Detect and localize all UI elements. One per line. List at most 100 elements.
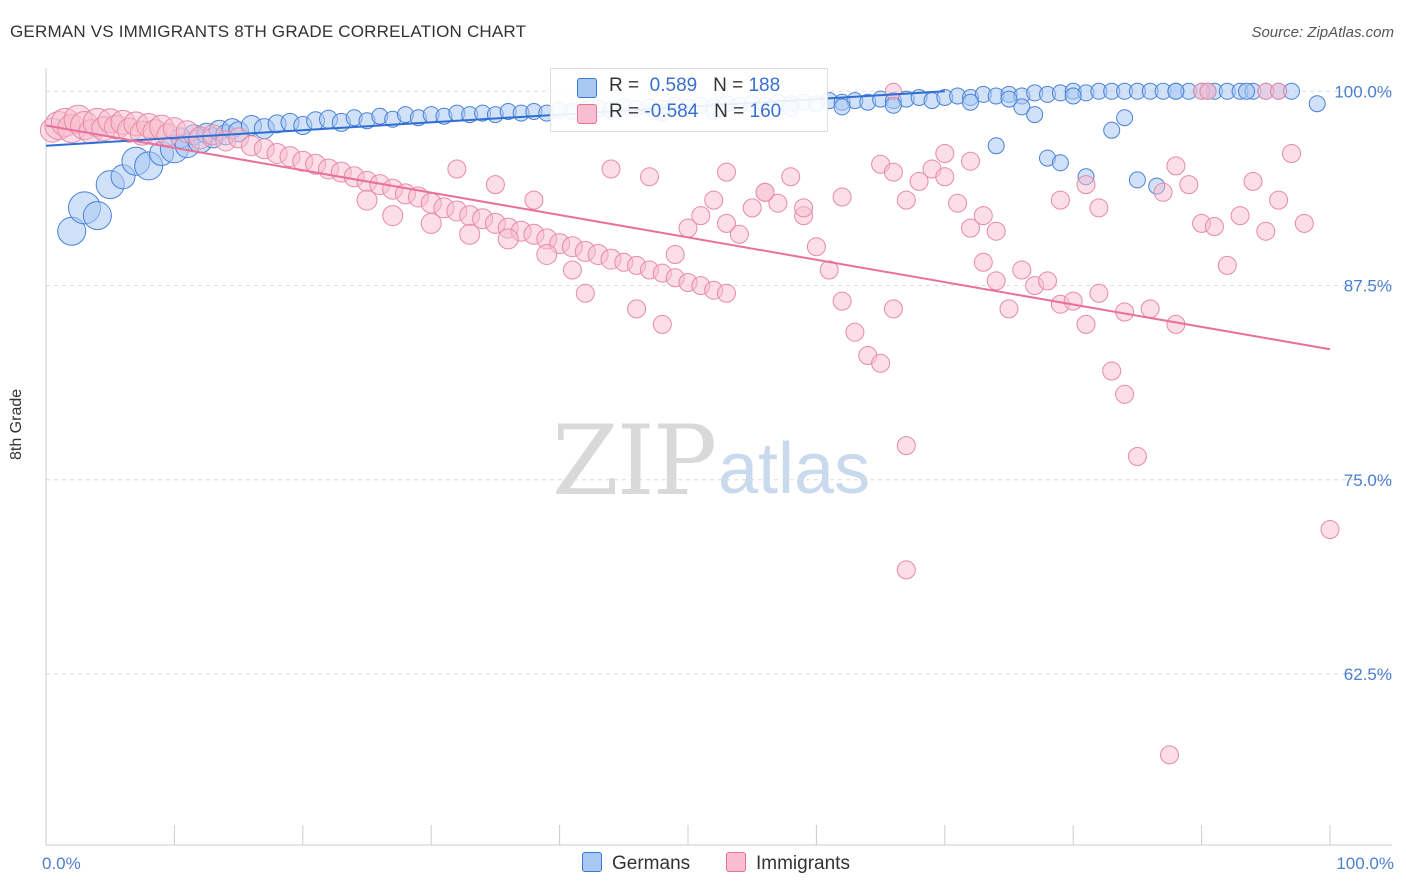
immigrants-point-87 — [845, 322, 865, 342]
immigrants-point-120 — [1269, 190, 1289, 210]
immigrants-trend-line — [45, 124, 1331, 351]
series-immigrants — [39, 82, 1340, 765]
immigrants-point-86 — [832, 291, 852, 311]
axes — [45, 68, 1392, 846]
immigrants-point-72 — [652, 314, 672, 334]
watermark-atlas: atlas — [718, 429, 871, 509]
immigrants-point-65 — [420, 212, 442, 234]
immigrants-point-106 — [1089, 283, 1109, 303]
germans-point-108 — [1051, 154, 1069, 172]
immigrants-legend-swatch — [726, 852, 746, 872]
immigrants-point-118 — [1243, 171, 1263, 191]
germans-point-119 — [1064, 87, 1082, 105]
immigrants-point-139 — [883, 162, 903, 182]
germans-point-110 — [1128, 171, 1146, 189]
germans-point-104 — [1116, 109, 1134, 127]
immigrants-point-104 — [1063, 291, 1083, 311]
immigrants-point-75 — [691, 206, 711, 226]
immigrants-point-146 — [1089, 198, 1109, 218]
immigrants-point-92 — [909, 171, 929, 191]
germans-legend-label: Germans — [612, 853, 691, 874]
germans-n-value: 188 — [748, 75, 781, 96]
germans-n-label: N = — [713, 75, 744, 96]
immigrants-point-100 — [1012, 260, 1032, 280]
immigrants-point-64 — [382, 205, 404, 227]
immigrants-point-111 — [1153, 182, 1173, 202]
immigrants-n-value: 160 — [749, 101, 782, 122]
germans-r-label: R = — [609, 75, 640, 96]
immigrants-point-121 — [1282, 144, 1301, 163]
immigrants-point-141 — [961, 151, 980, 171]
immigrants-point-134 — [717, 162, 736, 182]
immigrants-point-151 — [1199, 82, 1217, 100]
germans-point-101 — [1308, 95, 1326, 113]
y-tick-label-2: 75.0% — [1344, 471, 1392, 490]
immigrants-point-77 — [717, 213, 736, 233]
immigrants-point-119 — [1256, 221, 1276, 241]
germans-point-122 — [1238, 82, 1255, 100]
immigrants-point-108 — [1115, 384, 1135, 404]
immigrants-point-113 — [1179, 175, 1199, 195]
immigrants-point-107 — [1102, 361, 1122, 381]
bottom-legend-immigrants[interactable]: Immigrants — [726, 852, 850, 875]
immigrants-point-94 — [935, 167, 955, 187]
immigrants-point-137 — [832, 187, 852, 207]
immigrants-point-76 — [704, 190, 724, 210]
immigrants-point-110 — [1140, 299, 1160, 319]
immigrants-point-95 — [948, 193, 968, 213]
immigrants-stats: R = -0.584 N = 160 — [609, 101, 781, 123]
bottom-legend-germans[interactable]: Germans — [582, 852, 690, 875]
immigrants-point-79 — [742, 198, 762, 218]
immigrants-point-143 — [986, 221, 1006, 241]
immigrants-point-102 — [1038, 271, 1057, 291]
germans-stats: R = 0.589 N = 188 — [609, 75, 780, 97]
immigrants-point-112 — [1166, 156, 1186, 176]
immigrants-point-70 — [575, 283, 595, 303]
immigrants-point-98 — [986, 271, 1006, 291]
germans-r-value: 0.589 — [644, 75, 698, 96]
germans-point-117 — [962, 93, 979, 111]
y-tick-label-0: 100.0% — [1334, 82, 1392, 101]
immigrants-r-value: -0.584 — [644, 101, 699, 122]
immigrants-point-144 — [1050, 190, 1070, 210]
immigrants-point-124 — [896, 436, 916, 456]
immigrants-point-91 — [896, 190, 916, 210]
immigrants-point-150 — [884, 82, 902, 100]
immigrants-point-135 — [755, 182, 775, 202]
immigrants-point-122 — [1294, 213, 1314, 233]
immigrants-legend-label: Immigrants — [756, 853, 850, 874]
immigrants-point-68 — [536, 244, 558, 265]
x-tick-labels: 0.0% 100.0% — [42, 854, 1394, 873]
germans-point-105 — [1103, 121, 1121, 139]
immigrants-point-123 — [1320, 520, 1340, 539]
x-tick-label-max: 100.0% — [1336, 854, 1394, 873]
immigrants-point-140 — [935, 144, 955, 163]
immigrants-point-66 — [459, 223, 481, 245]
germans-point-118 — [1000, 90, 1018, 108]
immigrants-r-label: R = — [609, 101, 640, 122]
germans-swatch — [577, 78, 597, 98]
immigrants-point-117 — [1230, 206, 1250, 226]
germans-point-106 — [987, 137, 1005, 155]
immigrants-point-84 — [806, 237, 826, 257]
immigrants-point-99 — [999, 299, 1019, 319]
immigrants-n-label: N = — [714, 101, 745, 122]
immigrants-point-136 — [794, 198, 814, 218]
immigrants-point-90 — [883, 299, 903, 319]
y-tick-labels: 100.0% 87.5% 75.0% 62.5% — [1334, 82, 1392, 684]
immigrants-point-130 — [485, 175, 505, 195]
immigrants-point-127 — [896, 560, 916, 580]
immigrants-point-89 — [871, 353, 891, 373]
immigrants-point-63 — [356, 189, 378, 211]
watermark-zip: ZIP — [552, 405, 717, 517]
germans-legend-swatch — [582, 852, 602, 872]
germans-point-2 — [82, 201, 112, 231]
immigrants-point-142 — [973, 206, 993, 226]
immigrants-swatch — [577, 104, 597, 124]
x-tick-label-min: 0.0% — [42, 854, 81, 873]
immigrants-point-128 — [1160, 745, 1179, 765]
immigrants-point-145 — [1076, 175, 1096, 195]
germans-point-120 — [1167, 82, 1185, 100]
immigrants-point-69 — [562, 260, 582, 280]
